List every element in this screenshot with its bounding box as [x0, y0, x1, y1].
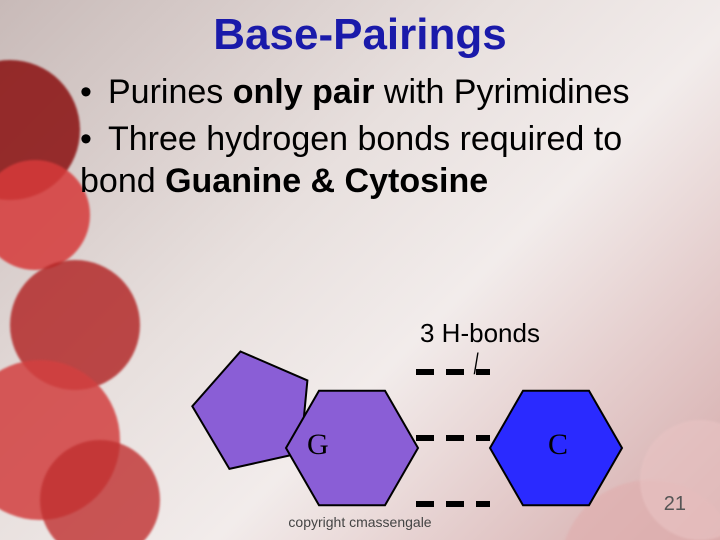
bullet-2-bold: Guanine & Cytosine: [165, 162, 488, 200]
slide: Base-Pairings •Purines only pair with Py…: [0, 0, 720, 540]
page-number: 21: [664, 493, 686, 516]
guanine-label: G: [307, 428, 329, 462]
copyright-text: copyright cmassengale: [0, 514, 720, 530]
bullet-list: •Purines only pair with Pyrimidines •Thr…: [80, 72, 680, 208]
bullet-1-plain1: Purines: [108, 73, 233, 111]
bullet-1: •Purines only pair with Pyrimidines: [80, 72, 680, 113]
guanine-hexagon-icon: [286, 391, 418, 505]
bullet-1-plain2: with Pyrimidines: [374, 73, 629, 111]
bullet-1-bold: only pair: [233, 73, 375, 111]
slide-title: Base-Pairings: [0, 10, 720, 60]
bullet-2: •Three hydrogen bonds required to bond G…: [80, 119, 680, 202]
hbonds-arrow-icon: /: [474, 348, 479, 382]
cytosine-label: C: [548, 428, 568, 462]
guanine-pentagon-icon: [192, 352, 307, 469]
background-blob: [0, 160, 90, 270]
hbonds-label: 3 H-bonds: [420, 318, 540, 349]
